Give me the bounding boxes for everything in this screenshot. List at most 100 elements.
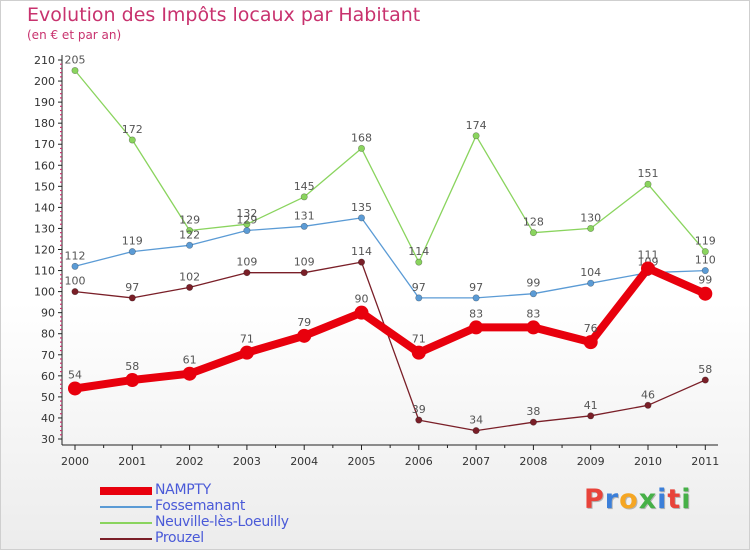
y-minor-tick bbox=[60, 109, 62, 112]
y-tick-label: 210 bbox=[34, 54, 55, 67]
y-minor-tick bbox=[60, 67, 62, 70]
y-minor-tick bbox=[60, 278, 62, 280]
y-minor-tick bbox=[60, 383, 62, 385]
y-minor-tick bbox=[60, 168, 62, 171]
data-point bbox=[415, 416, 423, 424]
x-tick-label: 2006 bbox=[405, 455, 433, 468]
y-minor-tick bbox=[60, 257, 62, 259]
y-minor-tick bbox=[60, 198, 62, 200]
data-point bbox=[529, 229, 537, 237]
y-minor-tick bbox=[60, 362, 62, 364]
logo-letter: r bbox=[604, 484, 620, 515]
data-point bbox=[71, 288, 79, 296]
data-label: 110 bbox=[695, 254, 716, 267]
data-label: 83 bbox=[526, 307, 540, 320]
data-label: 97 bbox=[469, 281, 483, 294]
data-label: 39 bbox=[412, 403, 426, 416]
y-minor-tick bbox=[60, 282, 62, 284]
data-point bbox=[300, 193, 308, 201]
y-minor-tick bbox=[60, 72, 62, 74]
y-minor-tick bbox=[60, 219, 62, 221]
data-label: 174 bbox=[466, 119, 487, 132]
y-minor-tick bbox=[60, 160, 62, 162]
y-minor-tick bbox=[60, 358, 62, 360]
x-tick-label: 2009 bbox=[577, 455, 605, 468]
y-minor-tick bbox=[60, 202, 62, 204]
y-tick-label: 30 bbox=[41, 433, 55, 446]
y-minor-tick bbox=[60, 307, 62, 310]
y-minor-tick bbox=[60, 156, 62, 158]
data-label: 129 bbox=[179, 214, 200, 227]
y-minor-tick bbox=[60, 295, 62, 297]
data-label: 38 bbox=[526, 405, 540, 418]
data-label: 46 bbox=[641, 388, 655, 401]
x-tick-label: 2011 bbox=[691, 455, 719, 468]
x-tick-label: 2003 bbox=[233, 455, 261, 468]
data-label: 41 bbox=[584, 399, 598, 412]
data-label: 102 bbox=[179, 270, 200, 283]
data-label: 83 bbox=[469, 307, 483, 320]
data-point bbox=[472, 427, 480, 435]
data-point bbox=[587, 224, 595, 232]
data-label: 112 bbox=[65, 249, 86, 262]
data-label: 135 bbox=[351, 201, 372, 214]
x-tick-label: 2007 bbox=[462, 455, 490, 468]
y-minor-tick bbox=[60, 126, 62, 128]
y-minor-tick bbox=[60, 63, 62, 65]
data-point bbox=[297, 328, 312, 343]
y-minor-tick bbox=[60, 118, 62, 120]
legend-label: Prouzel bbox=[155, 530, 204, 546]
legend-swatch bbox=[100, 487, 152, 495]
data-point bbox=[128, 294, 136, 302]
y-minor-tick bbox=[60, 387, 62, 390]
y-tick-label: 40 bbox=[41, 412, 55, 425]
data-point bbox=[300, 222, 308, 230]
y-tick-label: 90 bbox=[41, 307, 55, 320]
series-line bbox=[71, 264, 710, 393]
data-point bbox=[357, 258, 365, 266]
y-minor-tick bbox=[60, 152, 62, 154]
y-minor-tick bbox=[60, 135, 62, 137]
x-tick-label: 2000 bbox=[61, 455, 89, 468]
data-point bbox=[698, 286, 713, 301]
data-point bbox=[415, 294, 423, 302]
data-label: 58 bbox=[125, 360, 139, 373]
y-minor-tick bbox=[60, 189, 62, 192]
data-point bbox=[243, 227, 251, 235]
data-point bbox=[357, 144, 365, 152]
data-label: 90 bbox=[355, 293, 369, 306]
y-minor-tick bbox=[60, 392, 62, 394]
y-minor-tick bbox=[60, 240, 62, 242]
data-point bbox=[186, 227, 194, 235]
data-point bbox=[71, 67, 79, 75]
data-label: 58 bbox=[698, 363, 712, 376]
data-point bbox=[300, 269, 308, 277]
data-label: 132 bbox=[236, 207, 257, 220]
data-point bbox=[529, 290, 537, 298]
data-label: 71 bbox=[240, 333, 254, 346]
data-label: 122 bbox=[179, 228, 200, 241]
data-label: 111 bbox=[638, 248, 659, 261]
y-minor-tick bbox=[60, 303, 62, 305]
y-tick-label: 50 bbox=[41, 391, 55, 404]
data-point bbox=[644, 401, 652, 409]
y-minor-tick bbox=[60, 345, 62, 347]
series-line bbox=[74, 217, 706, 299]
series-line bbox=[74, 261, 706, 432]
logo-letter: i bbox=[657, 484, 668, 515]
data-label: 172 bbox=[122, 123, 143, 136]
legend-label: Fossemanant bbox=[155, 498, 246, 514]
y-minor-tick bbox=[60, 371, 62, 373]
y-minor-tick bbox=[60, 341, 62, 343]
data-point bbox=[583, 335, 598, 350]
data-label: 76 bbox=[584, 322, 598, 335]
y-tick-label: 190 bbox=[34, 96, 55, 109]
data-label: 100 bbox=[65, 275, 86, 288]
y-tick-label: 140 bbox=[34, 201, 55, 214]
legend-label: Neuville-lès-Loeuilly bbox=[155, 514, 289, 530]
x-tick-label: 2010 bbox=[634, 455, 662, 468]
y-tick-label: 120 bbox=[34, 244, 55, 257]
data-point bbox=[68, 381, 82, 396]
y-tick-label: 200 bbox=[34, 75, 55, 88]
